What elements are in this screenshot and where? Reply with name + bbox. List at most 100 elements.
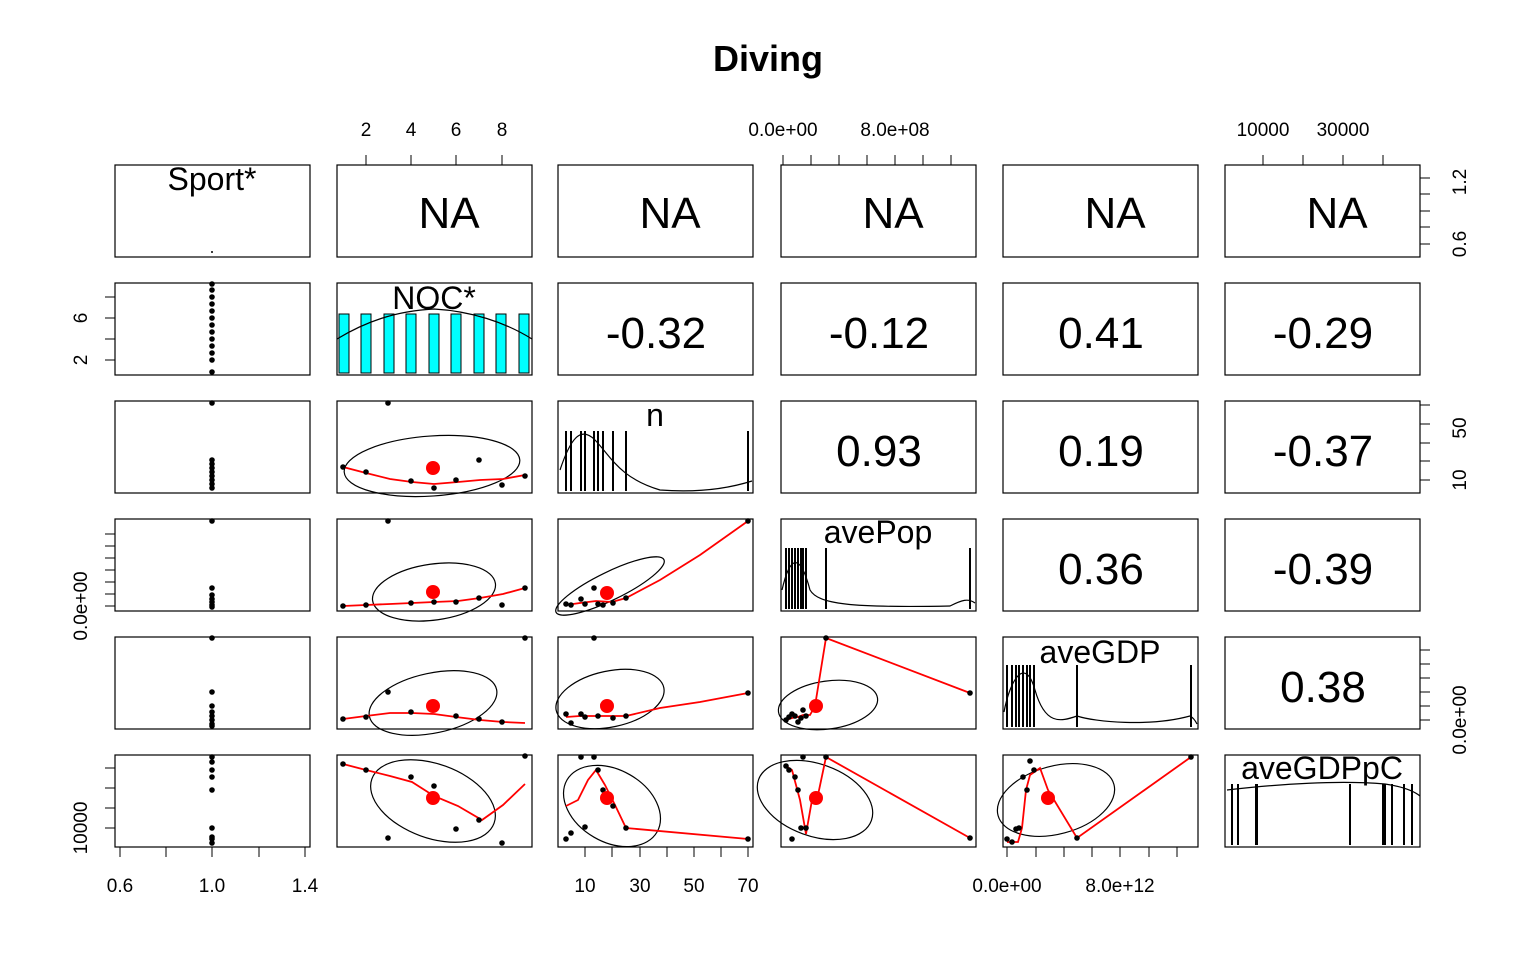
correlation-r1-c5: -0.29 [1273,309,1373,358]
avegdppc-vs-avepop-point [792,774,798,780]
top-noc-tick-label: 2 [361,120,372,141]
avepop-vs-noc-ellipse [371,562,497,622]
scatter-point [209,329,215,335]
panel-frame-r1-c1 [336,282,533,376]
avegdppc-vs-avegdp-point [1016,825,1022,831]
avegdp-vs-n-point [582,714,588,720]
scatter-point [209,713,215,719]
scatter-point [209,774,215,780]
right-n-tick-label: 10 [1450,469,1471,490]
correlation-r3-c5: -0.39 [1273,545,1373,594]
scatter-point [209,461,215,467]
scatter-point [209,592,215,598]
panel-frame-r3-c5 [1224,518,1421,612]
avegdp-vs-n-point [610,715,616,721]
avegdppc-vs-noc-ellipse [370,759,496,843]
scatter-point [209,465,215,471]
avegdppc-vs-avegdp-point [1074,835,1080,841]
n-vs-noc-point [499,482,505,488]
avepop-vs-n-point [623,595,629,601]
avegdppc-vs-noc-point [522,753,528,759]
n-density-curve [559,433,753,492]
scatter-point [209,473,215,479]
correlation-r2-c4: 0.19 [1058,427,1144,476]
scatter-point [209,723,215,729]
avegdppc-vs-avepop-point [800,754,806,760]
avepop-vs-n-point [563,601,569,607]
avegdp-vs-avepop-point [803,713,809,719]
panel-frame-r2-c2 [557,400,754,494]
bottom-avegdp-tick-label: 0.0e+00 [972,876,1041,897]
scatter-point [209,336,215,342]
avegdppc-vs-avegdp-point [1004,836,1010,842]
scatter-point [209,457,215,463]
na-label-c4: NA [1084,189,1146,238]
avegdppc-vs-noc-point [476,817,482,823]
panel-frame-r0-c4 [1002,164,1199,258]
scatter-point [209,322,215,328]
scatter-point [209,294,215,300]
avegdppc-vs-avepop-point [789,836,795,842]
scatter-point [209,357,215,363]
noc-hist-bar [405,313,417,374]
scatter-point [209,703,215,709]
avegdp-vs-noc-point [522,635,528,641]
axis-ticks: 2 4 6 8 0.0e+00 8.0e+08 10000 30000 0.6 1.0 1.4 10 3… [71,120,1471,897]
n-vs-noc-point [476,457,482,463]
avegdp-density-curve [1003,672,1198,725]
top-noc-tick-label: 4 [406,120,417,141]
avegdp-vs-n-mean-point [600,699,614,713]
avegdppc-vs-n-point [600,787,606,793]
scatter-point [209,754,215,760]
avegdppc-vs-noc-point [363,767,369,773]
avegdp-vs-n-point [623,713,629,719]
avegdp-vs-noc-mean-point [426,699,440,713]
avegdppc-vs-n-point [568,830,574,836]
scatter-point [209,343,215,349]
avegdppc-vs-avegdp-point [1009,839,1015,845]
avegdppc-vs-n-point [623,825,629,831]
avegdppc-vs-avepop-point [967,835,973,841]
avegdppc-vs-noc-point [340,761,346,767]
n-vs-noc-smooth-line [342,466,526,485]
avegdppc-vs-n-point [578,754,584,760]
n-vs-noc-mean-point [426,461,440,475]
avegdppc-vs-avegdp-point [1020,774,1026,780]
scatter-point [209,281,215,287]
avegdp-vs-noc-point [363,714,369,720]
avepop-vs-noc-point [453,599,459,605]
panel-frame-r2-c3 [780,400,977,494]
avegdppc-vs-avepop-point [786,767,792,773]
avegdp-vs-noc-ellipse [368,670,498,736]
panel-frame-r3-c4 [1002,518,1199,612]
scatter-point [209,635,215,641]
panel-frame-r4-c3 [780,636,977,730]
noc-density-curve [336,308,533,340]
avepop-vs-n-point [578,596,584,602]
scatter-point [209,308,215,314]
avepop-vs-noc-point [363,602,369,608]
n-vs-noc-ellipse [343,434,521,498]
avegdp-vs-avepop-point [967,690,973,696]
scatter-point [209,315,215,321]
avegdppc-vs-avepop-ellipse [756,759,874,841]
avegdp-vs-n-point [591,635,597,641]
avegdppc-vs-avegdp-point [1188,754,1194,760]
panel-frame-r2-c1 [336,400,533,494]
n-vs-noc-point [522,473,528,479]
panel-frame-r1-c5 [1224,282,1421,376]
avegdppc-vs-avepop-point [823,754,829,760]
noc-hist-bar [473,313,485,374]
avepop-vs-n-ellipse [555,556,665,616]
avepop-vs-noc-point [408,600,414,606]
avegdppc-vs-n-point [582,824,588,830]
avegdp-vs-avepop-point [798,715,804,721]
avegdppc-vs-noc-mean-point [426,791,440,805]
panel-frame-r3-c3 [780,518,977,612]
left-noc-tick-label: 2 [71,355,92,366]
avepop-vs-n-mean-point [600,586,614,600]
avegdp-vs-avepop-point [823,635,829,641]
bottom-n-tick-label: 50 [683,876,704,897]
noc-hist-bar [383,313,395,374]
panel-frame-r4-c2 [557,636,754,730]
